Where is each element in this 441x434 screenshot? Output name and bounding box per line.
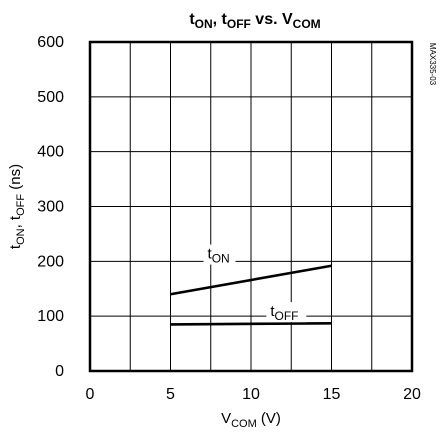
subscript-segment: ON — [212, 252, 230, 266]
text-segment: , t — [213, 11, 228, 28]
y-tick-label: 100 — [37, 308, 64, 325]
subscript-segment: OFF — [274, 309, 298, 323]
series-layer — [170, 264, 332, 326]
x-tick-labels: 0 5 10 15 20 — [86, 386, 421, 403]
series-line-0 — [170, 264, 332, 296]
text-segment: V — [221, 410, 231, 427]
y-tick-label: 400 — [37, 144, 64, 161]
series-label-background — [203, 244, 236, 265]
series-line-1 — [170, 321, 332, 326]
text-segment: (ns) — [7, 164, 24, 194]
y-tick-label: 0 — [55, 363, 64, 380]
y-tick-label: 600 — [37, 34, 64, 51]
text-segment: , t — [7, 215, 24, 228]
y-tick-labels: 0 100 200 300 400 500 600 — [37, 34, 64, 380]
chart-title: tON​, tOFF​ vs. VCOM​ — [189, 11, 320, 31]
series-label-0: tON​ — [208, 246, 230, 266]
text-segment: t — [189, 11, 195, 28]
series-labels: tON​ tOFF​ — [203, 244, 307, 323]
x-tick-label: 20 — [403, 386, 421, 403]
subscript-segment: OFF — [227, 17, 251, 31]
subscript-segment: ON — [15, 228, 27, 245]
subscript-segment: OFF — [15, 194, 27, 216]
text-segment: t — [208, 246, 213, 263]
x-tick-label: 10 — [242, 386, 260, 403]
y-axis-label: tON​, tOFF​ (ns) — [7, 164, 27, 249]
x-tick-label: 15 — [323, 386, 341, 403]
text-segment: (V) — [257, 410, 281, 427]
y-tick-label: 500 — [37, 89, 64, 106]
text-segment: vs. V — [251, 11, 293, 28]
grid-layer — [90, 42, 412, 371]
text-segment: t — [7, 244, 24, 249]
subscript-segment: COM — [231, 418, 257, 430]
y-tick-label: 300 — [37, 199, 64, 216]
text-segment: t — [270, 303, 275, 320]
subscript-segment: ON — [195, 17, 213, 31]
figure-id-label: MAX335-03 — [428, 43, 437, 86]
x-tick-label: 5 — [166, 386, 175, 403]
series-label-background — [266, 302, 307, 323]
subscript-segment: COM — [293, 17, 321, 31]
y-tick-label: 200 — [37, 253, 64, 270]
x-tick-label: 0 — [86, 386, 95, 403]
series-label-1: tOFF​ — [270, 303, 298, 323]
plot-frame — [88, 40, 414, 373]
x-axis-label: VCOM​ (V) — [221, 410, 281, 430]
